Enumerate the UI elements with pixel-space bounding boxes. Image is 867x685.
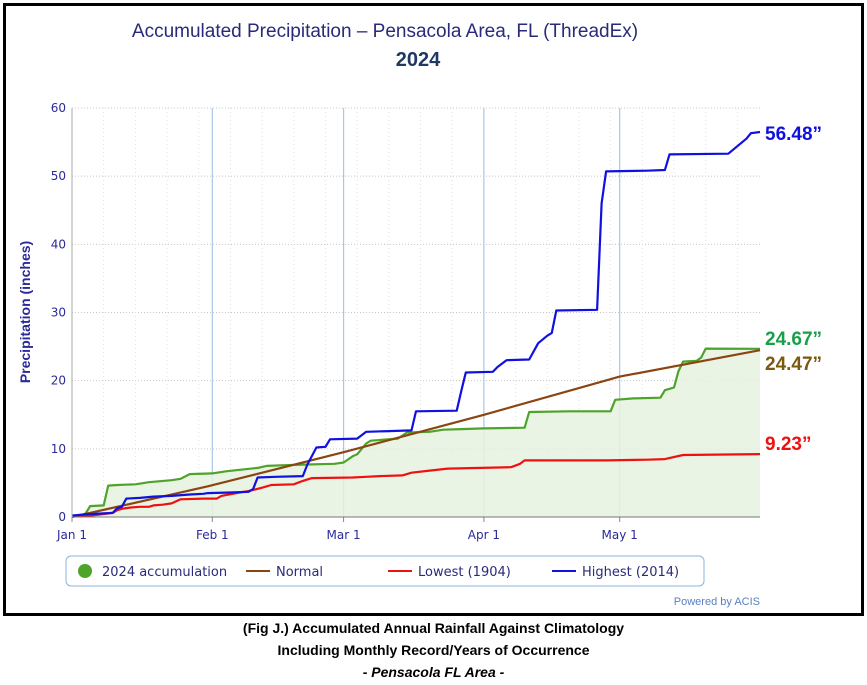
chart-title: Accumulated Precipitation – Pensacola Ar… [132, 21, 638, 42]
legend-box [65, 555, 705, 587]
y-tick-label: 0 [58, 510, 66, 524]
chart-subtitle: 2024 [396, 49, 441, 71]
caption-line-2: Including Monthly Record/Years of Occurr… [277, 642, 590, 658]
y-tick-label: 40 [51, 237, 66, 251]
y-tick-label: 30 [51, 306, 66, 320]
legend-label: Normal [276, 565, 323, 580]
end-label-lowest-1904: 9.23” [765, 434, 811, 455]
credit-text[interactable]: Powered by ACIS [674, 596, 760, 608]
end-label-2024-accumulation: 24.67” [765, 329, 822, 350]
caption-line-3: - Pensacola FL Area - [362, 664, 505, 680]
legend-label: Lowest (1904) [418, 565, 511, 580]
y-tick-label: 20 [51, 374, 66, 388]
caption-line-1: (Fig J.) Accumulated Annual Rainfall Aga… [242, 620, 625, 636]
x-tick-label: May 1 [602, 528, 638, 542]
legend-marker [78, 564, 92, 578]
x-tick-label: Feb 1 [196, 528, 229, 542]
y-tick-label: 60 [51, 101, 66, 115]
legend-item-2024-accumulation[interactable]: 2024 accumulation [78, 564, 227, 580]
series-line-lowest-1904 [71, 453, 761, 518]
end-label-highest-2014: 56.48” [765, 124, 822, 145]
legend-item-normal[interactable]: Normal [246, 565, 323, 580]
legend-item-highest-2014[interactable]: Highest (2014) [552, 565, 679, 580]
y-tick-label: 10 [51, 442, 66, 456]
legend-label: Highest (2014) [582, 565, 679, 580]
y-axis-label: Precipitation (inches) [17, 241, 33, 383]
x-tick-label: Mar 1 [327, 528, 361, 542]
x-tick-label: Jan 1 [56, 528, 87, 542]
series-line-2024-accumulation [71, 347, 761, 517]
legend-item-lowest-1904[interactable]: Lowest (1904) [388, 565, 511, 580]
series-line-highest-2014 [71, 130, 761, 517]
end-label-normal: 24.47” [765, 354, 822, 375]
y-tick-label: 50 [51, 169, 66, 183]
x-tick-label: Apr 1 [468, 528, 500, 542]
legend: 2024 accumulation Normal Lowest (1904) High… [65, 555, 705, 587]
legend-label: 2024 accumulation [102, 565, 227, 580]
series-line-normal [71, 349, 761, 519]
